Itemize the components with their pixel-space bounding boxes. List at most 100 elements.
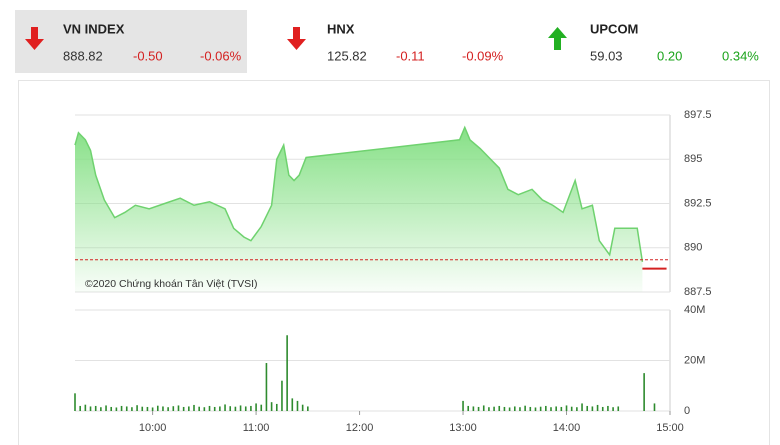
volume-bar	[244, 406, 247, 411]
volume-bar	[581, 403, 583, 411]
volume-bar	[560, 406, 563, 411]
charts: 887.5 890 892.5 895 897.5 ©2020 Chứng khoán T…	[74, 109, 712, 434]
volume-bar	[576, 407, 578, 411]
volume-bar	[482, 405, 485, 411]
volume-bar	[462, 400, 464, 411]
price-line	[74, 125, 644, 263]
volume-bar	[234, 406, 237, 411]
index-change: 0.20	[657, 48, 682, 63]
volume-bar	[229, 406, 232, 411]
volume-bar	[534, 407, 537, 411]
down-arrow	[25, 27, 44, 50]
volume-bar	[545, 405, 547, 411]
volume-bar	[596, 404, 599, 411]
volume-bar	[219, 406, 221, 411]
volume-bar	[488, 407, 490, 411]
volume-bar	[296, 400, 299, 411]
volume-bar	[213, 406, 216, 411]
x-tick-label: 14:00	[553, 422, 581, 434]
volume-bar	[539, 406, 542, 411]
x-tick-label: 15:00	[656, 422, 684, 434]
y-tick-label: 890	[684, 242, 702, 254]
volume-bar	[524, 405, 526, 411]
down-arrow	[287, 27, 306, 50]
active-tab-bg	[15, 10, 247, 73]
volume-bar	[100, 407, 102, 411]
volume-bar	[177, 405, 180, 411]
volume-bar	[570, 406, 573, 411]
volume-bar	[472, 406, 475, 411]
y-tick-label: 20M	[684, 354, 705, 366]
volume-bar	[250, 405, 252, 411]
volume-bar	[617, 406, 620, 411]
volume-bar	[94, 405, 97, 411]
volume-bar	[125, 406, 128, 411]
volume-bar	[508, 407, 511, 411]
volume-bar	[493, 406, 495, 411]
y-tick-label: 40M	[684, 304, 705, 316]
area	[75, 127, 643, 292]
volume-bar	[275, 403, 278, 411]
index-hnx[interactable]: HNX 125.82 -0.11 -0.09%	[287, 21, 504, 63]
index-upcom[interactable]: UPCOM 59.03 0.20 0.34%	[548, 21, 759, 63]
volume-bar	[477, 406, 480, 411]
volume-bar	[110, 406, 113, 411]
index-change: -0.11	[396, 48, 425, 63]
volume-bar	[239, 405, 242, 411]
volume-bar	[498, 405, 501, 411]
volume-bar	[188, 406, 190, 411]
volume-bar	[529, 406, 532, 411]
x-tick-label: 10:00	[139, 422, 167, 434]
volume-bar	[115, 407, 118, 411]
volume-bar	[260, 404, 263, 411]
volume-bar	[301, 404, 304, 411]
volume-bar	[167, 407, 169, 411]
y-tick-label: 895	[684, 153, 702, 165]
volume-bar	[270, 402, 273, 411]
volume-bar	[89, 406, 92, 411]
copyright: ©2020 Chứng khoán Tân Việt (TVSI)	[85, 278, 258, 290]
volume-bar	[74, 393, 76, 411]
index-percent: 0.34%	[722, 48, 759, 63]
volume-bar	[281, 380, 283, 411]
volume-bar	[643, 373, 645, 411]
volume-bar	[601, 406, 604, 411]
index-vn[interactable]: VN INDEX 888.82 -0.50 -0.06%	[25, 21, 242, 63]
volume-bar	[586, 405, 589, 411]
volume-bar	[105, 405, 107, 411]
volume-bar	[156, 405, 159, 411]
volume-bar	[146, 406, 149, 411]
volume-bar	[79, 405, 81, 411]
volume-bar	[550, 407, 552, 411]
volume-bar	[286, 335, 288, 411]
up-arrow	[548, 27, 567, 50]
index-value: 59.03	[590, 48, 623, 63]
y-tick-label: 892.5	[684, 197, 712, 209]
volume-bar	[467, 405, 470, 411]
volume-bar	[193, 404, 195, 411]
volume-bar	[131, 407, 133, 411]
index-percent: -0.09%	[462, 48, 504, 63]
volume-bar	[162, 406, 164, 411]
volume-bar	[519, 407, 521, 411]
index-value: 125.82	[327, 48, 367, 63]
chart-panel	[18, 80, 770, 445]
index-value: 888.82	[63, 48, 103, 63]
volume-bar	[120, 405, 123, 411]
volume-bar	[151, 407, 154, 411]
volume-bar	[503, 406, 506, 411]
volume-bar	[591, 406, 594, 411]
index-name: VN INDEX	[63, 21, 125, 36]
volume-bar	[224, 404, 226, 411]
volume-bar	[555, 406, 557, 411]
volume-bar	[84, 404, 87, 411]
volume-bar	[291, 398, 294, 411]
index-change: -0.50	[133, 48, 163, 63]
volume-bar	[172, 406, 175, 411]
volume-bar	[136, 405, 138, 411]
x-tick-label: 12:00	[346, 422, 374, 434]
volume-bar	[565, 405, 568, 411]
volume-bar	[255, 403, 257, 411]
